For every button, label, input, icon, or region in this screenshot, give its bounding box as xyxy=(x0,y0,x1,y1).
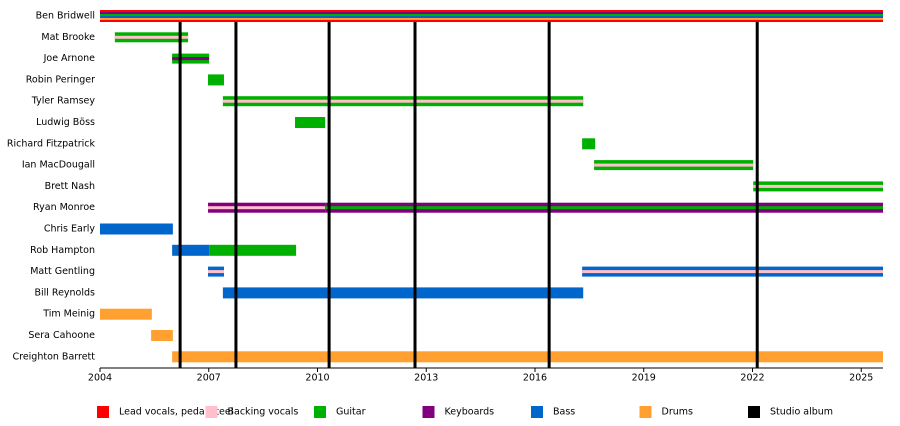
period-bar xyxy=(295,117,326,128)
role-stripe xyxy=(100,18,883,20)
x-tick-label: 2025 xyxy=(849,373,873,384)
period-bar xyxy=(222,287,584,299)
x-tick-label: 2013 xyxy=(414,373,438,384)
role-stripe xyxy=(208,206,326,210)
period-bar xyxy=(172,351,883,363)
legend-label: Keyboards xyxy=(445,407,495,418)
legend-label: Studio album xyxy=(770,407,833,418)
role-stripe xyxy=(172,57,210,61)
legend-label: Lead vocals, pedal steel xyxy=(119,407,233,418)
member-label: Robin Peringer xyxy=(26,74,95,85)
member-label: Mat Brooke xyxy=(41,32,95,43)
member-label: Ian MacDougall xyxy=(22,160,95,171)
legend-swatch xyxy=(531,406,543,418)
member-label: Bill Reynolds xyxy=(34,287,95,298)
member-label: Chris Early xyxy=(44,224,96,235)
role-stripe xyxy=(100,14,883,16)
x-tick-label: 2022 xyxy=(740,373,764,384)
period-bar xyxy=(208,74,224,86)
member-label: Matt Gentling xyxy=(30,266,95,277)
period-bar xyxy=(209,244,297,256)
period-bar xyxy=(100,223,173,235)
x-tick-label: 2010 xyxy=(305,373,329,384)
x-tick-label: 2016 xyxy=(523,373,547,384)
role-stripe xyxy=(114,35,189,39)
member-label: Ryan Monroe xyxy=(33,202,95,213)
x-tick-label: 2019 xyxy=(632,373,656,384)
legend-label: Backing vocals xyxy=(228,407,299,418)
role-stripe xyxy=(753,184,883,188)
role-stripe xyxy=(100,12,883,14)
legend-swatch xyxy=(748,406,760,418)
legend-swatch xyxy=(639,406,652,418)
role-stripe xyxy=(594,163,754,167)
period-bar xyxy=(582,138,596,150)
member-label: Rob Hampton xyxy=(30,245,95,256)
member-label: Ben Bridwell xyxy=(36,11,95,22)
member-label: Sera Cahoone xyxy=(28,330,95,341)
legend-label: Bass xyxy=(553,407,575,418)
role-stripe xyxy=(100,16,883,18)
legend-swatch xyxy=(314,406,326,418)
period-bar xyxy=(100,308,152,320)
legend-label: Guitar xyxy=(336,407,366,418)
x-tick-label: 2007 xyxy=(197,373,221,384)
legend-swatch xyxy=(205,406,218,418)
role-stripe xyxy=(325,206,883,210)
member-label: Brett Nash xyxy=(45,181,95,192)
member-label: Tyler Ramsey xyxy=(31,96,96,107)
period-bar xyxy=(172,244,210,256)
member-label: Creighton Barrett xyxy=(12,351,95,362)
member-label: Richard Fitzpatrick xyxy=(7,138,96,149)
legend-label: Drums xyxy=(662,407,693,418)
member-label: Tim Meinig xyxy=(42,309,95,320)
x-tick-label: 2004 xyxy=(88,373,112,384)
role-stripe xyxy=(222,99,584,103)
role-stripe xyxy=(582,270,883,274)
legend-swatch xyxy=(97,406,109,418)
member-label: Joe Arnone xyxy=(43,53,96,64)
legend-swatch xyxy=(422,406,435,418)
period-bar xyxy=(151,330,173,341)
role-stripe xyxy=(208,270,224,274)
member-label: Ludwig Böss xyxy=(36,117,95,128)
